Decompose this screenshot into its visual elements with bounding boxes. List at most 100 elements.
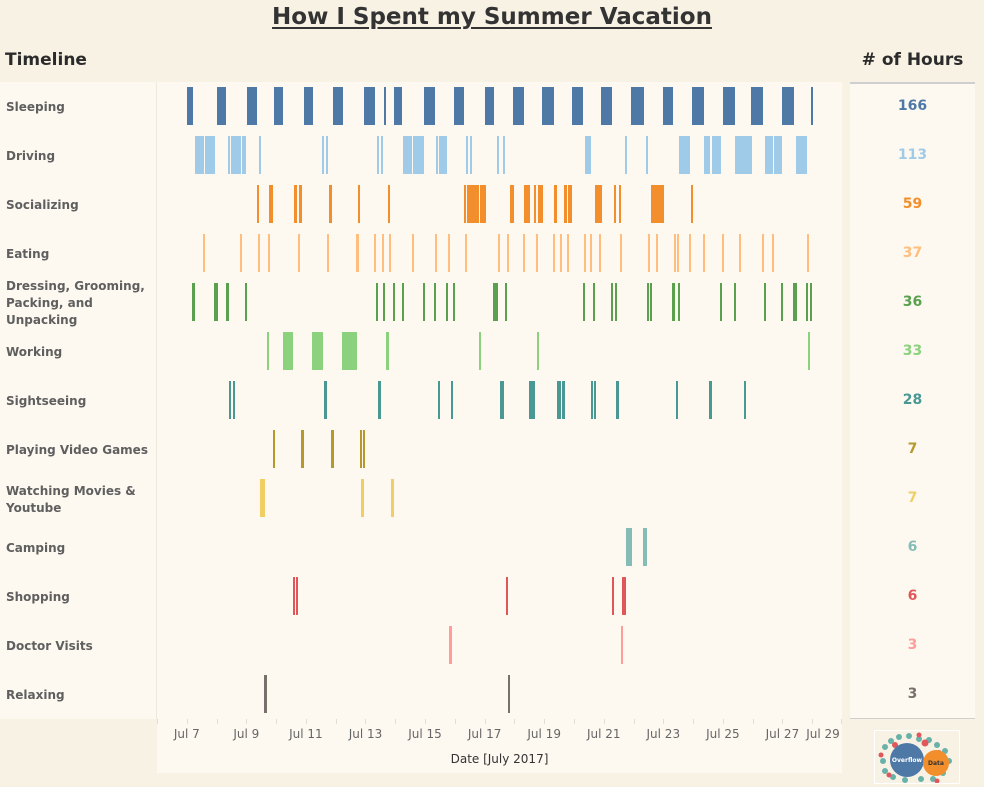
bar-driving[interactable] <box>703 136 710 174</box>
bar-socializing[interactable] <box>567 185 572 223</box>
bar-socializing[interactable] <box>533 185 536 223</box>
bar-socializing[interactable] <box>467 185 479 223</box>
bar-playing-video-games[interactable] <box>300 430 304 468</box>
bar-eating[interactable] <box>381 234 384 272</box>
bar-driving[interactable] <box>230 136 241 174</box>
bar-dressing-grooming-packing-and-unpacking[interactable] <box>392 283 395 321</box>
bar-eating[interactable] <box>388 234 392 272</box>
bar-doctor-visits[interactable] <box>448 626 452 664</box>
bar-relaxing[interactable] <box>263 675 267 713</box>
bar-eating[interactable] <box>268 234 271 272</box>
bar-eating[interactable] <box>202 234 205 272</box>
bar-socializing[interactable] <box>690 185 693 223</box>
bar-working[interactable] <box>478 332 481 370</box>
bar-driving[interactable] <box>502 136 505 174</box>
bar-socializing[interactable] <box>563 185 567 223</box>
bar-socializing[interactable] <box>328 185 332 223</box>
bar-dressing-grooming-packing-and-unpacking[interactable] <box>719 283 722 321</box>
bar-eating[interactable] <box>257 234 260 272</box>
bar-driving[interactable] <box>773 136 782 174</box>
bar-driving[interactable] <box>439 136 447 174</box>
bar-sightseeing[interactable] <box>499 381 504 419</box>
bar-sightseeing[interactable] <box>229 381 232 419</box>
bar-playing-video-games[interactable] <box>272 430 275 468</box>
bar-dressing-grooming-packing-and-unpacking[interactable] <box>614 283 617 321</box>
bar-shopping[interactable] <box>296 577 299 615</box>
bar-dressing-grooming-packing-and-unpacking[interactable] <box>191 283 196 321</box>
bar-dressing-grooming-packing-and-unpacking[interactable] <box>805 283 808 321</box>
bar-sightseeing[interactable] <box>437 381 440 419</box>
bar-socializing[interactable] <box>537 185 543 223</box>
bar-eating[interactable] <box>761 234 764 272</box>
bar-working[interactable] <box>341 332 357 370</box>
bar-driving[interactable] <box>325 136 328 174</box>
bar-watching-movies-youtube[interactable] <box>361 479 365 517</box>
bar-sightseeing[interactable] <box>743 381 746 419</box>
bar-working[interactable] <box>266 332 269 370</box>
bar-shopping[interactable] <box>611 577 614 615</box>
bar-sleeping[interactable] <box>691 87 704 125</box>
bar-eating[interactable] <box>552 234 555 272</box>
bar-socializing[interactable] <box>613 185 616 223</box>
bar-sleeping[interactable] <box>364 87 375 125</box>
bar-driving[interactable] <box>795 136 807 174</box>
bar-driving[interactable] <box>584 136 591 174</box>
bar-playing-video-games[interactable] <box>359 430 362 468</box>
bar-doctor-visits[interactable] <box>620 626 623 664</box>
bar-working[interactable] <box>807 332 810 370</box>
bar-driving[interactable] <box>403 136 412 174</box>
bar-sleeping[interactable] <box>274 87 283 125</box>
bar-sightseeing[interactable] <box>450 381 454 419</box>
bar-eating[interactable] <box>327 234 329 272</box>
bar-socializing[interactable] <box>294 185 297 223</box>
bar-sightseeing[interactable] <box>615 381 619 419</box>
bar-playing-video-games[interactable] <box>330 430 334 468</box>
bar-sightseeing[interactable] <box>593 381 596 419</box>
bar-sleeping[interactable] <box>383 87 387 125</box>
bar-eating[interactable] <box>673 234 676 272</box>
bar-sleeping[interactable] <box>216 87 227 125</box>
bar-eating[interactable] <box>497 234 500 272</box>
bar-driving[interactable] <box>465 136 468 174</box>
bar-socializing[interactable] <box>594 185 602 223</box>
bar-dressing-grooming-packing-and-unpacking[interactable] <box>422 283 425 321</box>
bar-working[interactable] <box>311 332 323 370</box>
bar-dressing-grooming-packing-and-unpacking[interactable] <box>582 283 585 321</box>
bar-shopping[interactable] <box>505 577 508 615</box>
bar-socializing[interactable] <box>268 185 273 223</box>
bar-eating[interactable] <box>240 234 243 272</box>
bar-eating[interactable] <box>738 234 741 272</box>
bar-sightseeing[interactable] <box>708 381 712 419</box>
bar-eating[interactable] <box>464 234 468 272</box>
bar-sleeping[interactable] <box>187 87 193 125</box>
bar-dressing-grooming-packing-and-unpacking[interactable] <box>492 283 499 321</box>
bar-dressing-grooming-packing-and-unpacking[interactable] <box>401 283 404 321</box>
bar-driving[interactable] <box>204 136 216 174</box>
bar-eating[interactable] <box>434 234 437 272</box>
bar-sleeping[interactable] <box>630 87 644 125</box>
bar-shopping[interactable] <box>293 577 296 615</box>
bar-socializing[interactable] <box>650 185 664 223</box>
bar-driving[interactable] <box>241 136 247 174</box>
bar-sleeping[interactable] <box>810 87 813 125</box>
bar-sightseeing[interactable] <box>675 381 678 419</box>
bar-sleeping[interactable] <box>600 87 612 125</box>
bar-eating[interactable] <box>702 234 705 272</box>
bar-eating[interactable] <box>647 234 650 272</box>
bar-driving[interactable] <box>496 136 499 174</box>
bar-driving[interactable] <box>764 136 773 174</box>
bar-dressing-grooming-packing-and-unpacking[interactable] <box>763 283 766 321</box>
bar-working[interactable] <box>536 332 539 370</box>
bar-dressing-grooming-packing-and-unpacking[interactable] <box>213 283 218 321</box>
bar-eating[interactable] <box>589 234 592 272</box>
bar-socializing[interactable] <box>509 185 514 223</box>
bar-driving[interactable] <box>258 136 261 174</box>
bar-eating[interactable] <box>771 234 774 272</box>
bar-eating[interactable] <box>522 234 525 272</box>
bar-eating[interactable] <box>806 234 809 272</box>
bar-sleeping[interactable] <box>423 87 435 125</box>
bar-watching-movies-youtube[interactable] <box>391 479 394 517</box>
bar-driving[interactable] <box>624 136 627 174</box>
bar-driving[interactable] <box>436 136 439 174</box>
bar-socializing[interactable] <box>358 185 361 223</box>
